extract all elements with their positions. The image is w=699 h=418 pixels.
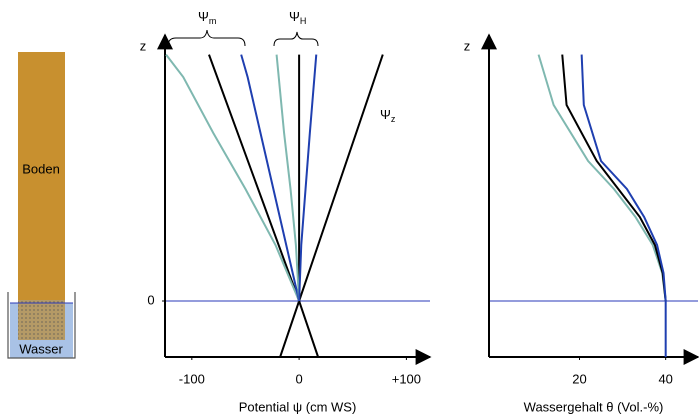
curve <box>537 54 667 302</box>
curve <box>580 54 667 357</box>
curve <box>561 54 667 302</box>
x-tick-label: 40 <box>658 371 672 386</box>
y-axis-label: z <box>140 38 147 53</box>
brace <box>273 31 319 47</box>
soil-column: Boden Wasser <box>7 52 76 359</box>
annotation-symbol: Ψ <box>380 107 391 122</box>
annotation-symbol: Ψ <box>198 9 209 24</box>
y-tick-label: 0 <box>147 292 154 307</box>
soil-label: Boden <box>22 161 60 176</box>
soil <box>18 52 65 300</box>
x-tick-label: 0 <box>295 371 302 386</box>
annotation-subscript: m <box>209 16 217 26</box>
x-tick-label: 20 <box>572 371 586 386</box>
x-tick-label: +100 <box>392 371 421 386</box>
annotation: Ψm <box>198 9 216 26</box>
curve <box>165 53 301 302</box>
annotation: Ψz <box>380 107 396 124</box>
water-label: Wasser <box>19 341 63 356</box>
annotation-subscript: H <box>300 16 307 26</box>
curve <box>240 54 301 302</box>
annotation-symbol: Ψ <box>289 9 300 24</box>
saturated-soil <box>18 300 65 340</box>
x-axis-title: Wassergehalt θ (Vol.-%) <box>524 399 664 414</box>
x-axis-title: Potential ψ (cm WS) <box>239 399 357 414</box>
curve <box>275 54 301 302</box>
annotation: ΨH <box>289 9 306 26</box>
curve <box>298 54 318 302</box>
curve <box>208 54 320 358</box>
brace <box>167 29 246 47</box>
container <box>7 292 76 359</box>
x-tick-label: -100 <box>179 371 205 386</box>
y-axis-label: z <box>464 38 471 53</box>
annotation-subscript: z <box>391 114 396 124</box>
curve <box>279 54 384 358</box>
